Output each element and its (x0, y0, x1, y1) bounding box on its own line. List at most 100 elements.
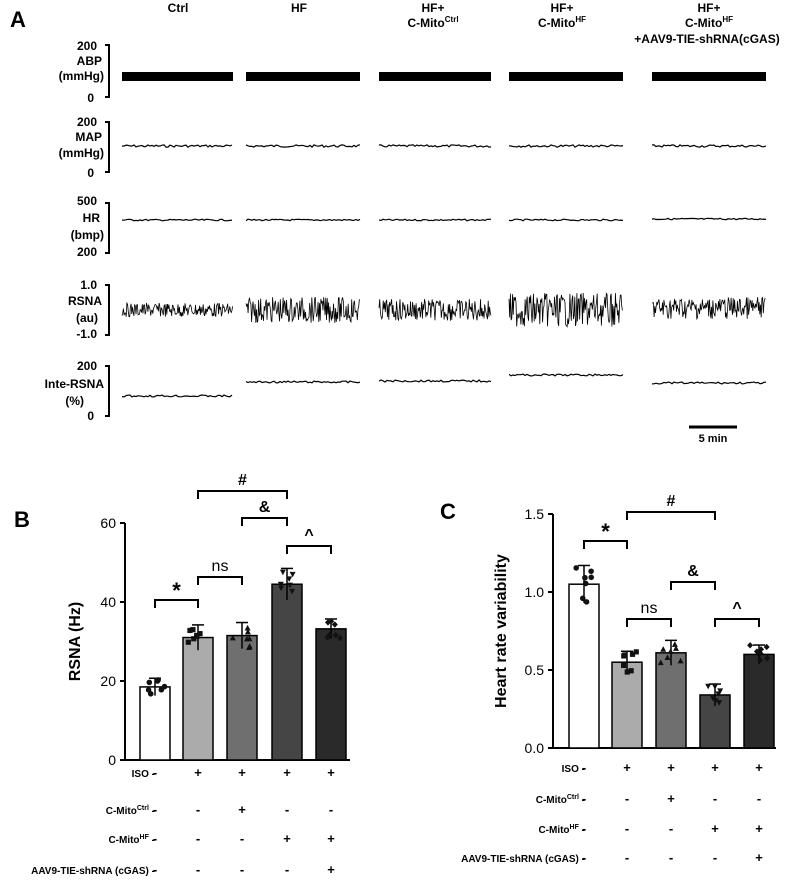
significance-bracket (154, 599, 199, 608)
significance-label: ^ (304, 527, 313, 544)
trace-label-hr: 500 HR (bmp) 200 (71, 194, 104, 259)
data-point (667, 648, 674, 654)
data-point (324, 634, 331, 641)
group-header-line2: C-MitoHF (685, 15, 733, 30)
group-header-ctrl: Ctrl (168, 1, 189, 15)
significance-label: # (667, 493, 676, 510)
data-point (582, 574, 588, 581)
inte-rsna-scale-bracket (105, 365, 110, 417)
abp-trace (509, 72, 623, 81)
data-point (657, 659, 664, 666)
recording-trace (121, 394, 233, 398)
condition-label: C-MitoCtrl - (106, 805, 155, 817)
trace-label-inte-rsna: 200 Inte-RSNA (%) 0 (45, 359, 105, 423)
condition-label: C-MitoHF - (538, 824, 585, 836)
data-point (197, 631, 203, 637)
trace-label-map: 200 MAP (mmHg) 0 (59, 115, 104, 180)
condition-label: C-MitoHF - (108, 834, 155, 846)
condition-sign: - (713, 791, 717, 806)
recording-trace (508, 218, 624, 222)
data-point (716, 700, 723, 706)
condition-sign: + (283, 831, 291, 846)
axis-top-value: 200 (77, 39, 97, 53)
data-point (187, 627, 193, 634)
data-point (185, 639, 191, 645)
trace-unit: (mmHg) (59, 69, 104, 83)
data-point (289, 571, 296, 578)
recording-traces (121, 72, 767, 398)
condition-sign: - (196, 802, 200, 817)
bar (611, 661, 643, 749)
significance-bracket (714, 618, 760, 627)
condition-label: C-MitoCtrl - (536, 794, 585, 806)
data-point (757, 650, 764, 657)
data-point (244, 624, 251, 631)
trace-name: ABP (77, 54, 102, 68)
data-point (747, 642, 754, 649)
group-header-line2: C-MitoCtrl (407, 15, 458, 30)
data-point (289, 588, 296, 595)
data-point (763, 643, 770, 651)
bar (655, 652, 687, 749)
bar (182, 636, 214, 761)
condition-sign: - (285, 802, 289, 817)
group-header-line1: HF+ (550, 1, 573, 15)
axis-top-value: 200 (77, 115, 97, 129)
trace-unit: (au) (76, 311, 98, 325)
data-point (588, 568, 594, 575)
data-point (244, 628, 251, 635)
bar (226, 634, 258, 761)
significance-label: * (172, 578, 181, 603)
trace-name: RSNA (68, 294, 102, 308)
data-point (588, 574, 595, 581)
condition-sign: + (238, 802, 246, 817)
data-point (191, 636, 197, 642)
recording-trace (245, 296, 360, 324)
data-point (621, 662, 627, 669)
recording-trace (651, 217, 767, 221)
trace-label-abp: 200 ABP (mmHg) 0 (59, 39, 104, 105)
data-point (190, 627, 196, 633)
recording-trace (245, 218, 361, 222)
recording-trace (652, 144, 767, 148)
abp-scale-bracket (105, 44, 110, 98)
significance-label: # (238, 472, 247, 489)
data-point (705, 683, 712, 690)
panel-c: C 0.0 0.5 1.0 1.5 Heart rate variability * # ns &… (440, 493, 776, 865)
group-header-hf-cmito-hf: HF+ C-MitoHF (538, 1, 586, 30)
axis-bottom-value: -1.0 (76, 327, 97, 341)
group-header-line1: Ctrl (168, 1, 189, 15)
recording-trace (378, 299, 492, 321)
y-axis-title: RSNA (Hz) (67, 602, 84, 681)
y-tick-label: 0.0 (525, 740, 545, 756)
data-point (279, 569, 286, 576)
group-header-line1: HF+ (697, 1, 720, 15)
condition-sign: - (153, 831, 157, 846)
abp-trace (246, 72, 360, 81)
map-scale-bracket (105, 121, 110, 173)
y-tick-label: 20 (100, 673, 116, 689)
recording-trace (378, 379, 492, 383)
condition-sign: - (582, 821, 586, 836)
data-point (753, 648, 760, 655)
data-point (246, 635, 253, 642)
y-axis-title: Heart rate variability (493, 554, 510, 708)
condition-sign: + (755, 821, 763, 836)
bar (743, 653, 775, 749)
data-point (624, 669, 630, 675)
group-header-line3: +AAV9-TIE-shRNA(cGAS) (634, 32, 779, 46)
data-point (286, 582, 293, 589)
data-point (629, 651, 636, 657)
data-point (246, 643, 253, 649)
y-tick-label: 60 (100, 515, 116, 531)
significance-bracket (197, 490, 288, 499)
condition-sign: - (240, 862, 244, 877)
recording-trace (245, 380, 361, 384)
abp-trace (652, 72, 766, 81)
data-point (332, 632, 339, 639)
trace-unit: (mmHg) (59, 146, 104, 160)
condition-sign: + (667, 760, 675, 775)
significance-bracket (626, 618, 672, 627)
